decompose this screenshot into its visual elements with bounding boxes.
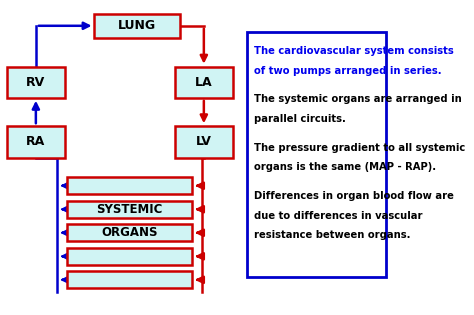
- Text: of two pumps arranged in series.: of two pumps arranged in series.: [254, 66, 441, 76]
- Text: resistance between organs.: resistance between organs.: [254, 230, 410, 240]
- Text: ORGANS: ORGANS: [101, 226, 158, 239]
- Text: RA: RA: [26, 135, 46, 148]
- FancyBboxPatch shape: [174, 126, 233, 158]
- Text: organs is the same (MAP - RAP).: organs is the same (MAP - RAP).: [254, 162, 436, 172]
- FancyBboxPatch shape: [174, 66, 233, 98]
- Text: LUNG: LUNG: [118, 19, 156, 32]
- FancyBboxPatch shape: [67, 271, 192, 289]
- FancyBboxPatch shape: [67, 224, 192, 241]
- Text: parallel circuits.: parallel circuits.: [254, 114, 346, 124]
- Text: SYSTEMIC: SYSTEMIC: [96, 203, 163, 216]
- FancyBboxPatch shape: [7, 66, 65, 98]
- Text: RV: RV: [26, 76, 46, 89]
- Text: LA: LA: [195, 76, 213, 89]
- Text: Differences in organ blood flow are: Differences in organ blood flow are: [254, 191, 454, 201]
- Text: The systemic organs are arranged in: The systemic organs are arranged in: [254, 94, 462, 105]
- Text: The pressure gradient to all systemic: The pressure gradient to all systemic: [254, 143, 465, 153]
- Text: due to differences in vascular: due to differences in vascular: [254, 210, 422, 220]
- FancyBboxPatch shape: [247, 32, 385, 277]
- FancyBboxPatch shape: [67, 201, 192, 218]
- Text: LV: LV: [196, 135, 212, 148]
- Text: The cardiovascular system consists: The cardiovascular system consists: [254, 46, 454, 56]
- FancyBboxPatch shape: [94, 14, 181, 37]
- FancyBboxPatch shape: [67, 248, 192, 265]
- FancyBboxPatch shape: [7, 126, 65, 158]
- FancyBboxPatch shape: [67, 177, 192, 194]
